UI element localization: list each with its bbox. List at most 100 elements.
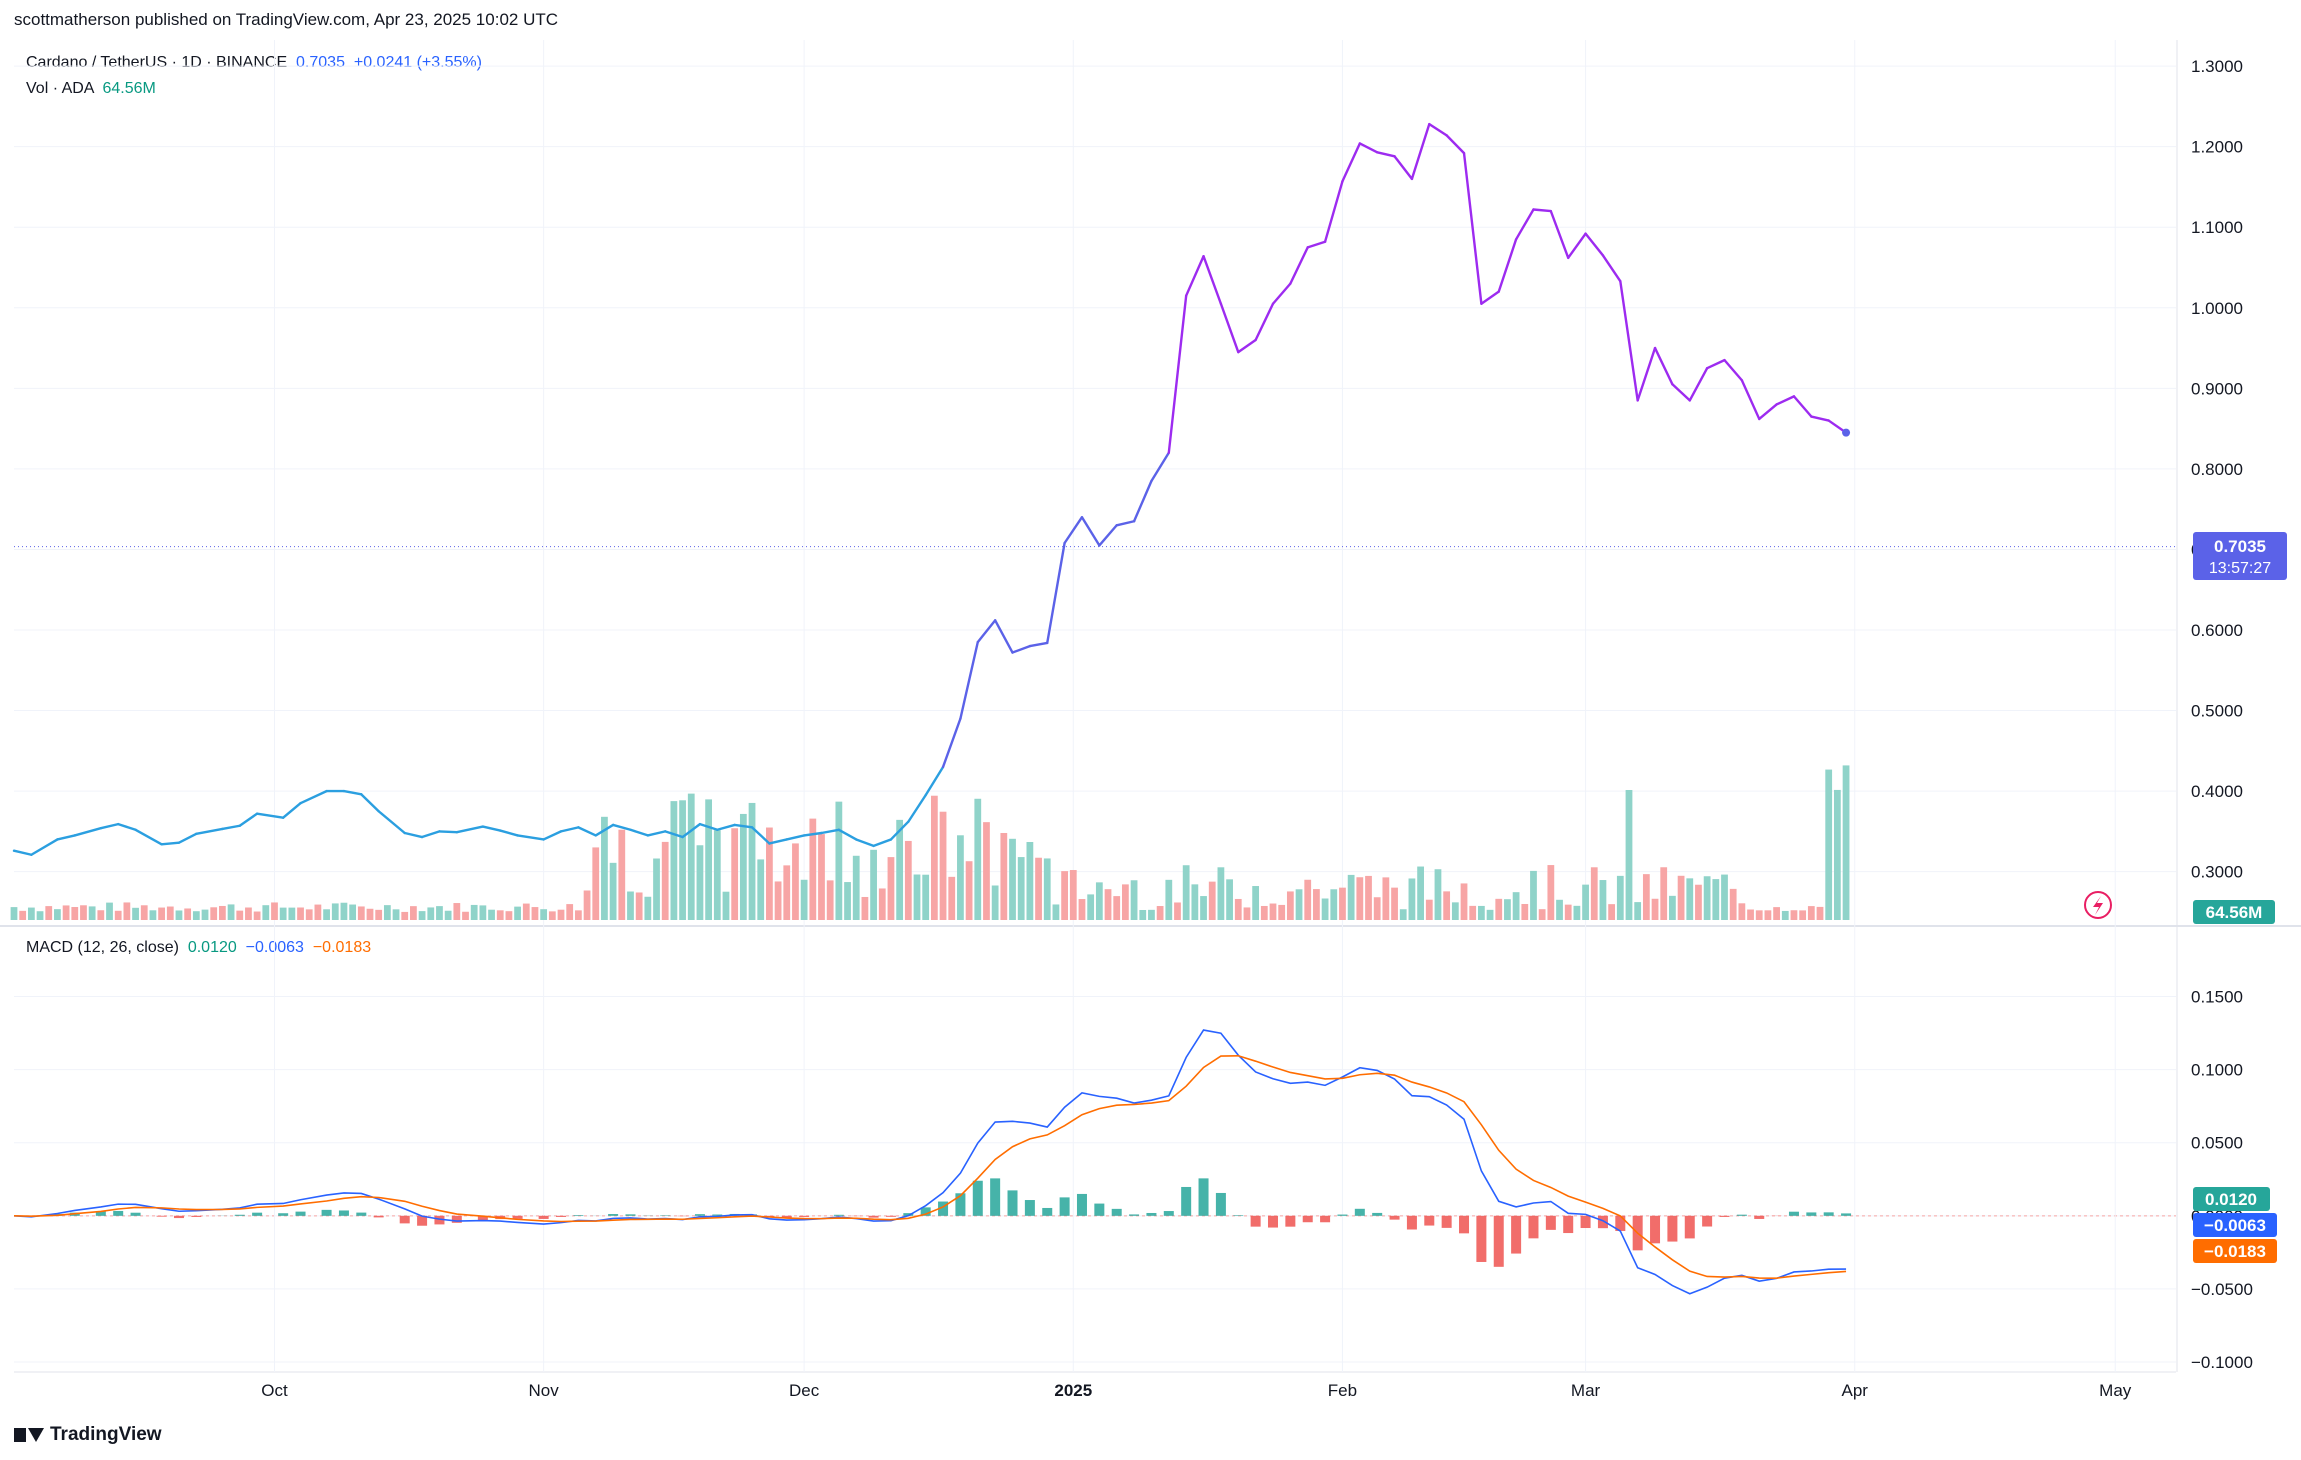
- volume-bar: [418, 911, 426, 920]
- price-segment: [299, 789, 328, 805]
- macd-histogram-bar: [1267, 1215, 1278, 1228]
- volume-bar: [1095, 882, 1103, 920]
- volume-bar: [904, 840, 912, 920]
- macd-histogram-bar: [1302, 1215, 1313, 1223]
- volume-bar: [1781, 910, 1789, 920]
- volume-bar: [531, 907, 539, 920]
- macd-histogram-bar: [451, 1215, 462, 1223]
- volume-bar: [175, 910, 183, 920]
- volume-bar: [106, 902, 113, 920]
- volume-bar: [1139, 909, 1147, 920]
- volume-label[interactable]: Vol · ADA: [26, 80, 94, 97]
- price-segment: [1514, 208, 1535, 241]
- price-segment: [1792, 395, 1813, 418]
- alert-icon[interactable]: [2084, 891, 2112, 919]
- volume-bar: [957, 835, 964, 920]
- macd-histogram-bar: [399, 1215, 410, 1224]
- macd-histogram-bar: [1702, 1215, 1713, 1227]
- price-segment: [855, 838, 875, 848]
- price-tick-label: 0.4000: [2191, 782, 2243, 801]
- volume-bar: [45, 906, 53, 920]
- macd-histogram-bar: [1042, 1207, 1053, 1216]
- volume-bar: [227, 904, 235, 920]
- price-segment: [1132, 479, 1153, 523]
- volume-bar: [1026, 841, 1034, 920]
- macd-histogram-bar: [1389, 1215, 1400, 1220]
- volume-bar: [1330, 889, 1338, 920]
- volume-bar: [783, 865, 791, 920]
- volume-bar: [314, 904, 322, 920]
- macd-label[interactable]: MACD (12, 26, close): [26, 939, 179, 956]
- price-tick-label: 1.3000: [2191, 57, 2243, 76]
- volume-bar: [271, 902, 278, 920]
- volume-bar: [1573, 905, 1581, 920]
- price-segment: [1341, 142, 1362, 183]
- tradingview-footer[interactable]: TradingView: [14, 1424, 162, 1446]
- volume-bar: [757, 859, 765, 920]
- symbol-label[interactable]: Cardano / TetherUS · 1D · BINANCE: [26, 54, 288, 71]
- macd-histogram-bar: [1129, 1214, 1140, 1216]
- macd-histogram-bar: [1215, 1192, 1226, 1216]
- price-segment: [56, 834, 76, 841]
- volume-bar: [1764, 910, 1772, 920]
- volume-bar: [410, 906, 417, 920]
- macd-histogram-bar: [1337, 1214, 1348, 1216]
- macd-histogram-bar: [1406, 1215, 1417, 1230]
- volume-bar: [548, 911, 556, 920]
- volume-bar: [1286, 891, 1294, 920]
- macd-histogram-bar: [1024, 1200, 1035, 1216]
- price-tick-label: 1.1000: [2191, 218, 2243, 237]
- price-segment: [1202, 255, 1223, 305]
- volume-bar: [1373, 897, 1381, 920]
- volume-bar: [1043, 858, 1051, 920]
- volume-bar: [948, 876, 956, 920]
- volume-bar: [1078, 899, 1086, 920]
- price-segment: [1184, 255, 1205, 297]
- price-segment: [1445, 134, 1466, 155]
- volume-bar: [1260, 905, 1268, 920]
- macd-histogram-bar: [130, 1212, 141, 1216]
- macd-histogram-bar: [234, 1214, 245, 1216]
- price-segment: [499, 829, 519, 837]
- volume-bar: [496, 910, 504, 920]
- macd-histogram-bar: [338, 1210, 349, 1216]
- hist-badge: 0.0120: [2205, 1190, 2257, 1209]
- price-segment: [1046, 541, 1066, 645]
- volume-bar: [1729, 888, 1737, 920]
- price-segment: [1375, 151, 1396, 158]
- volume-bar: [375, 909, 383, 920]
- volume-bar: [349, 904, 357, 920]
- volume-bar: [288, 907, 296, 920]
- price-segment: [1671, 383, 1691, 402]
- volume-bar: [1660, 867, 1668, 920]
- price-segment: [1098, 524, 1118, 547]
- volume-bar: [1009, 838, 1016, 920]
- volume-bar: [436, 906, 443, 920]
- volume-bar: [826, 880, 834, 920]
- volume-bar: [1208, 881, 1216, 920]
- volume-bar: [123, 902, 131, 920]
- macd-histogram-bar: [1806, 1212, 1817, 1216]
- macd-histogram-bar: [1511, 1215, 1522, 1254]
- volume-bar: [383, 905, 391, 920]
- price-segment: [1653, 346, 1674, 386]
- volume-bar: [809, 818, 817, 920]
- price-segment: [516, 834, 545, 841]
- price-change-value: +0.0241 (+3.55%): [353, 54, 482, 71]
- macd-histogram-bar: [1545, 1215, 1556, 1230]
- price-segment: [1567, 232, 1587, 260]
- volume-value: 64.56M: [102, 80, 156, 97]
- last-price-dot: [1842, 428, 1851, 437]
- macd-histogram-bar: [885, 1215, 896, 1217]
- volume-bar: [618, 829, 626, 920]
- volume-bar: [1399, 909, 1407, 920]
- volume-bar: [192, 911, 200, 920]
- macd-badge-box: [2193, 1213, 2277, 1237]
- volume-bar: [1174, 902, 1181, 920]
- macd-histogram-bar: [1424, 1215, 1435, 1226]
- price-segment: [1480, 290, 1500, 305]
- time-tick-label: Apr: [1842, 1381, 1869, 1400]
- macd-histogram-bar: [920, 1207, 931, 1216]
- volume-bar: [462, 911, 469, 920]
